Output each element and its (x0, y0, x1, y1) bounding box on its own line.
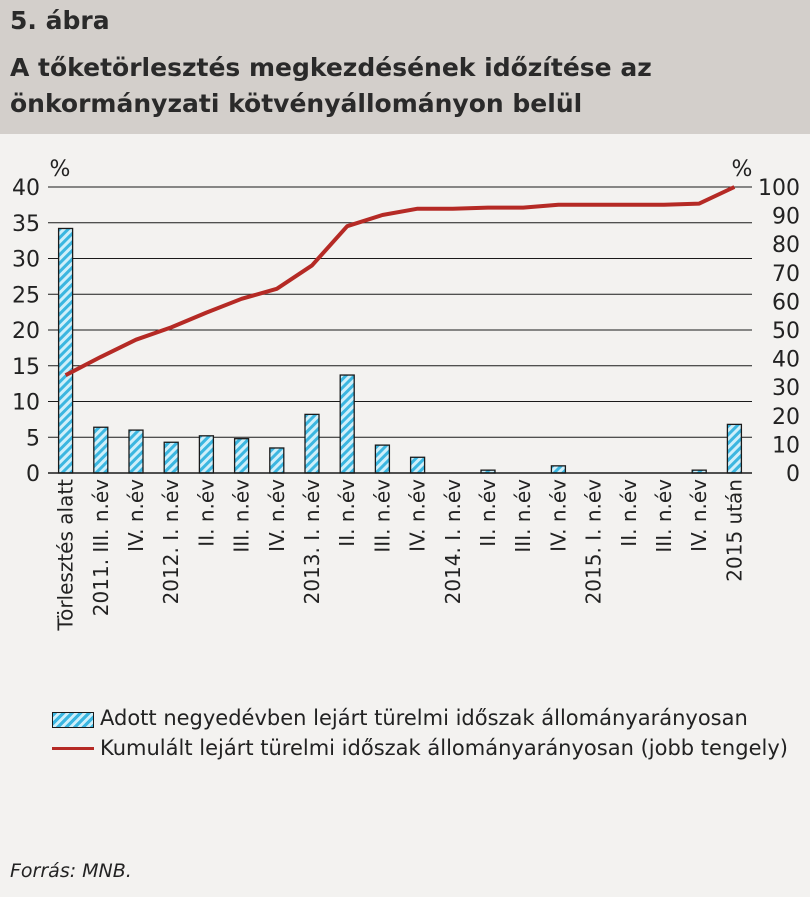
bar (269, 447, 285, 474)
legend-label-bars: Adott negyedévben lejárt türelmi időszak… (100, 706, 748, 730)
legend-item-line: Kumulált lejárt türelmi időszak állomány… (52, 736, 792, 760)
bar (128, 429, 144, 474)
figure-title: A tőketörlesztés megkezdésének időzítése… (10, 53, 652, 118)
left-tick-label: 0 (26, 462, 40, 487)
category-label: IV. n.év (687, 479, 711, 552)
bar (374, 444, 391, 474)
bar (409, 456, 426, 474)
bar (726, 423, 743, 474)
right-tick-label: 70 (772, 262, 800, 287)
category-label: II. n.év (194, 479, 218, 547)
left-tick-label: 10 (12, 391, 40, 416)
left-tick-label: 30 (12, 248, 40, 273)
left-axis: 0 5 10 15 20 25 30 35 40 (12, 176, 40, 487)
source-note: Forrás: MNB. (10, 860, 132, 882)
category-label: IV. n.év (406, 479, 430, 552)
left-tick-label: 25 (12, 283, 40, 308)
category-label: 2014. I. n.év (441, 479, 465, 605)
right-tick-label: 40 (772, 348, 800, 373)
left-tick-label: 40 (12, 176, 40, 201)
category-label: 2011. III. n.év (89, 479, 113, 616)
left-axis-unit: % (50, 157, 71, 182)
gridlines (48, 186, 752, 438)
category-label: II. n.év (335, 479, 359, 547)
category-label: Törlesztés alatt (54, 479, 78, 632)
right-axis-unit: % (732, 157, 753, 182)
left-tick-label: 20 (12, 319, 40, 344)
bar (550, 465, 567, 474)
category-label: II. n.év (617, 479, 641, 547)
right-tick-label: 30 (772, 376, 800, 401)
category-label: IV. n.év (546, 479, 570, 552)
bar-series (57, 227, 743, 474)
left-tick-label: 35 (12, 212, 40, 237)
category-label: III. n.év (230, 479, 254, 553)
bar (233, 438, 250, 474)
right-tick-label: 10 (772, 433, 800, 458)
legend-label-line: Kumulált lejárt türelmi időszak állomány… (100, 736, 788, 760)
right-tick-label: 90 (772, 205, 800, 230)
category-label: IV. n.év (265, 479, 289, 552)
category-label: 2015. I. n.év (582, 479, 606, 605)
left-tick-label: 5 (26, 426, 40, 451)
category-label: 2013. I. n.év (300, 479, 324, 605)
cumulative-line (64, 185, 736, 377)
figure-header: 5. ábra A tőketörlesztés megkezdésének i… (0, 0, 810, 134)
right-tick-label: 50 (772, 319, 800, 344)
right-tick-label: 60 (772, 290, 800, 315)
category-label: III. n.év (652, 479, 676, 553)
bar (198, 435, 215, 474)
category-label: 2015 után (722, 479, 746, 582)
bar (57, 227, 74, 474)
figure-number: 5. ábra (10, 6, 110, 35)
legend: Adott negyedévben lejárt türelmi időszak… (52, 706, 792, 760)
bar (304, 413, 320, 474)
right-tick-label: 0 (786, 462, 800, 487)
bar (93, 426, 109, 474)
line-series (64, 185, 736, 377)
legend-swatch-line (52, 747, 94, 750)
left-tick-label: 15 (12, 355, 40, 380)
right-axis: 0 10 20 30 40 50 60 70 80 90 100 (758, 176, 800, 487)
category-label: IV. n.év (124, 479, 148, 552)
bar (339, 374, 355, 474)
right-tick-label: 80 (772, 233, 800, 258)
category-labels: Törlesztés alatt 2011. III. n.év IV. n.év 2… (54, 479, 747, 632)
bar (163, 441, 179, 474)
category-label: 2012. I. n.év (159, 479, 183, 605)
category-label: II. n.év (476, 479, 500, 547)
category-label: III. n.év (370, 479, 394, 553)
category-label: III. n.év (511, 479, 535, 553)
legend-item-bars: Adott negyedévben lejárt türelmi időszak… (52, 706, 792, 730)
legend-swatch-bar (52, 712, 94, 728)
right-tick-label: 20 (772, 405, 800, 430)
right-tick-label: 100 (758, 176, 800, 201)
